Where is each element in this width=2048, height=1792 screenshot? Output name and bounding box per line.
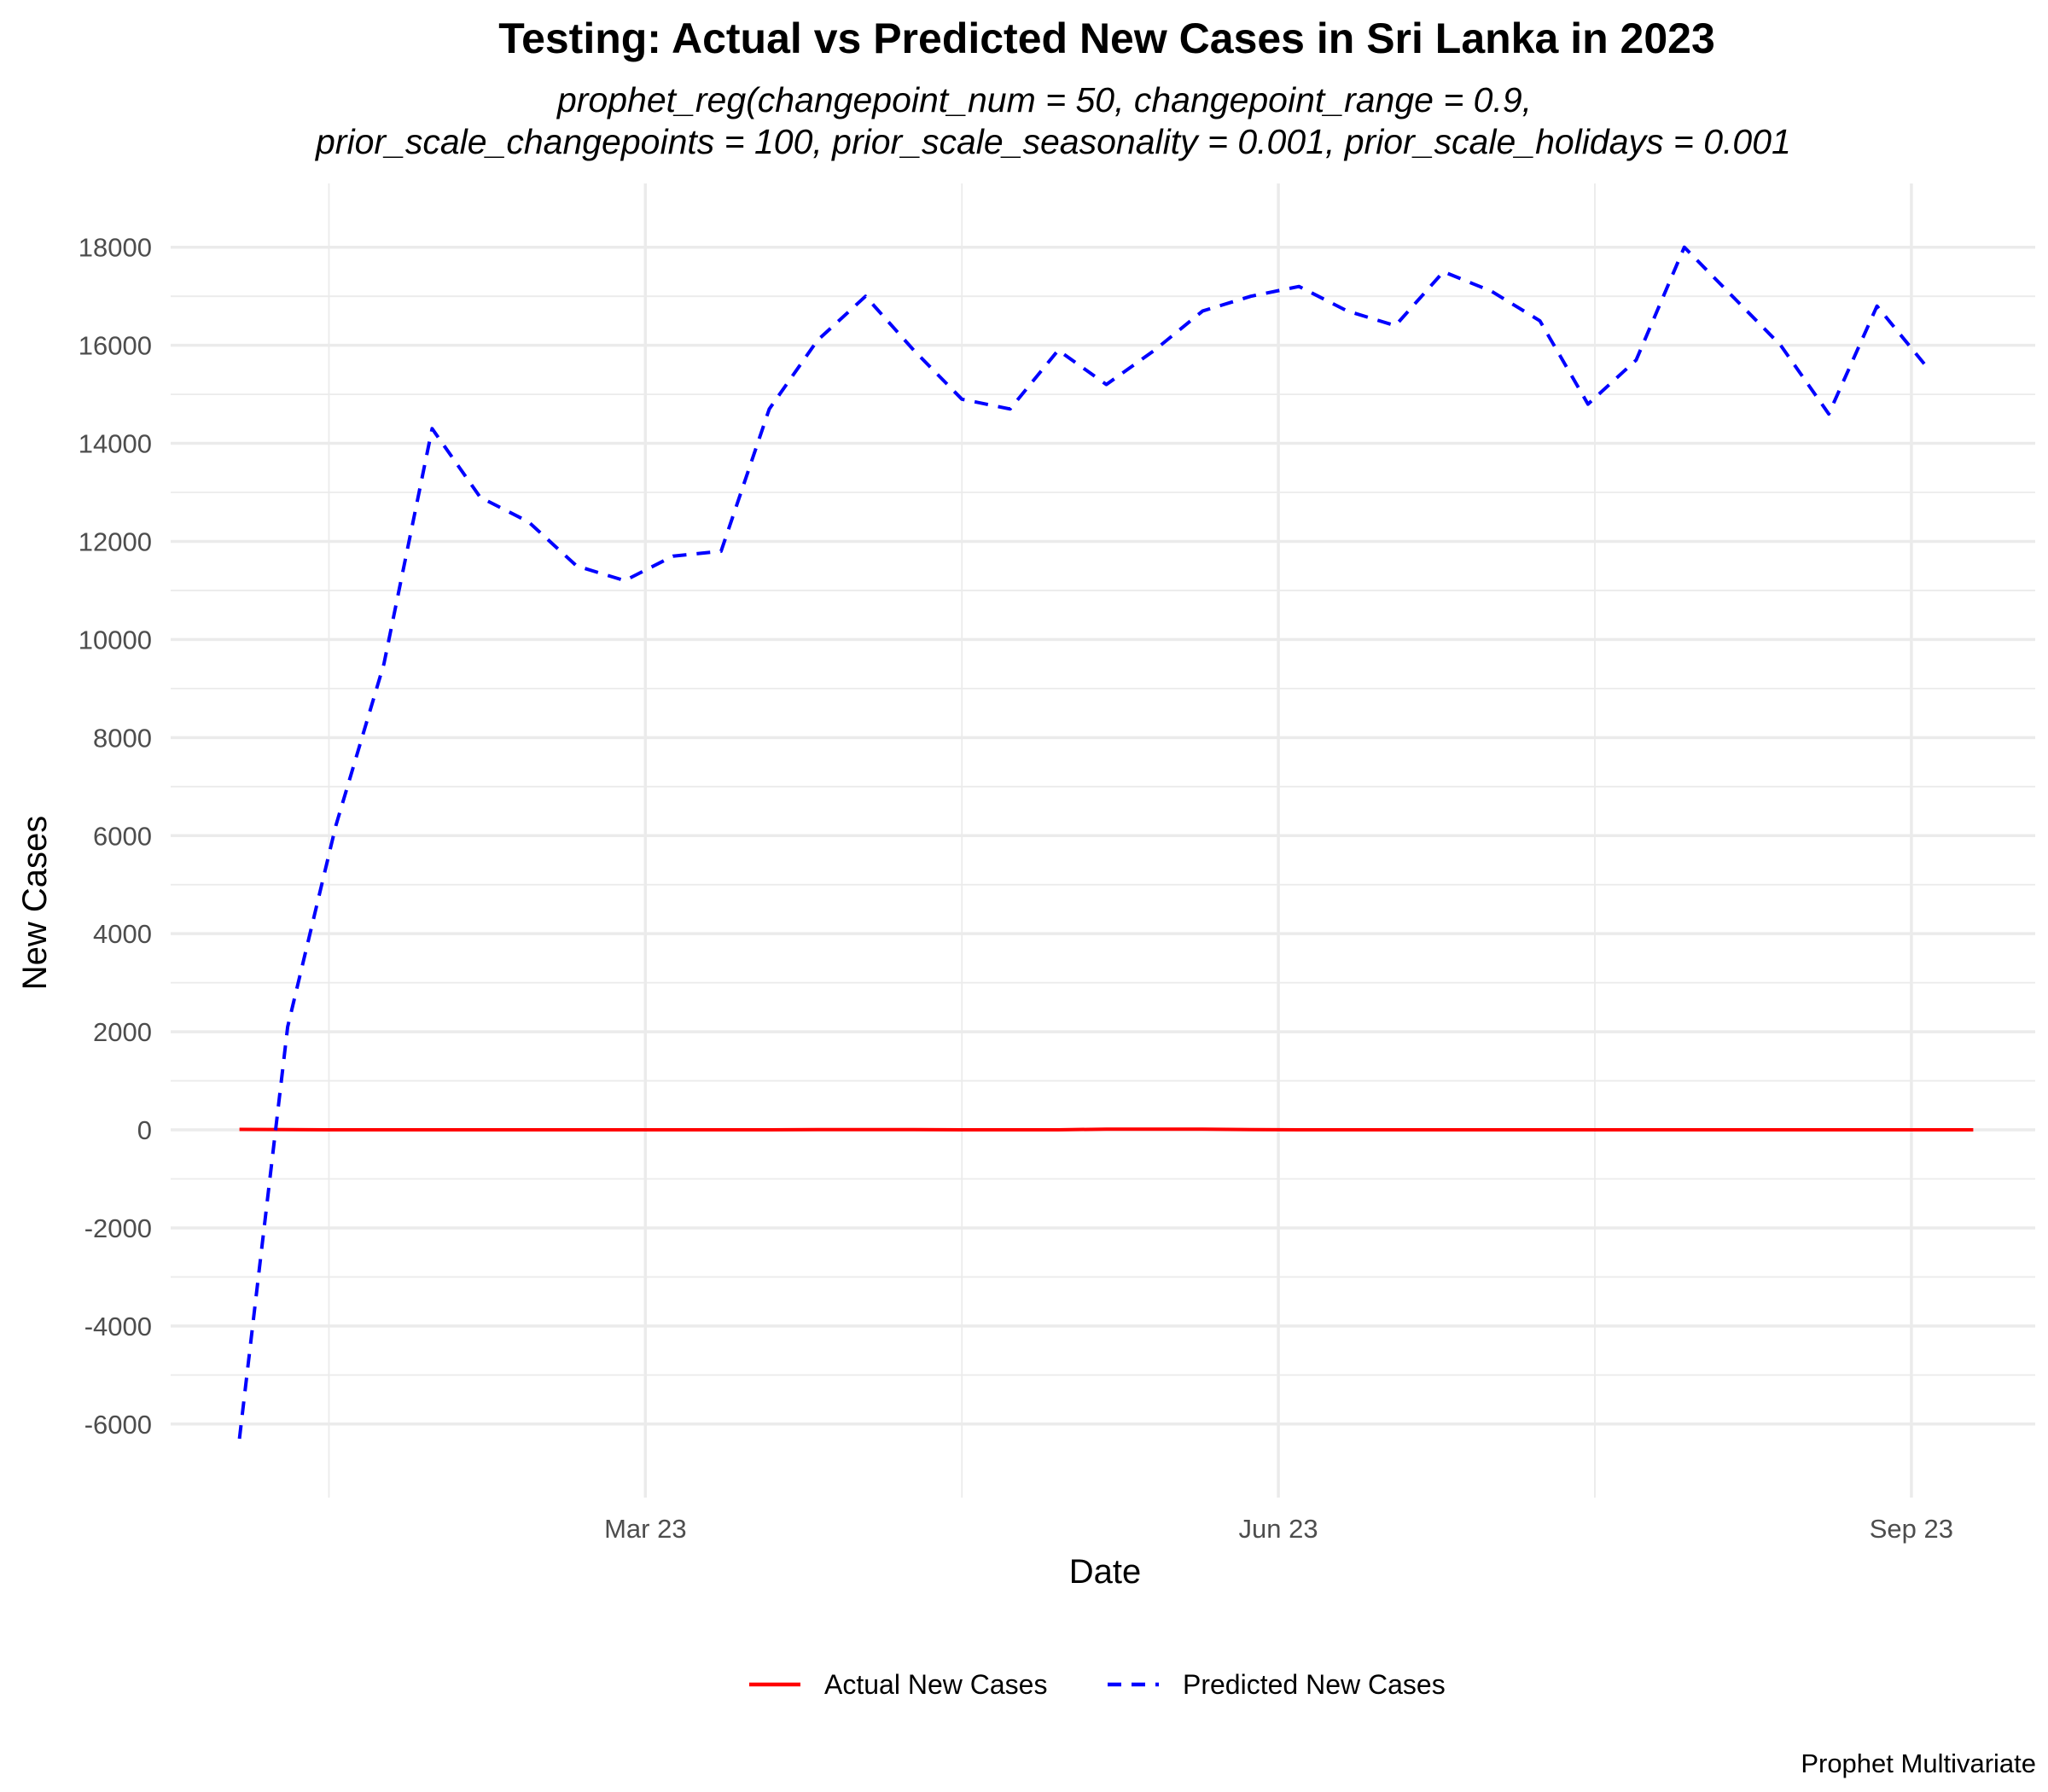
y-tick-label: -2000 [84,1213,152,1243]
y-tick-label: 10000 [79,625,152,655]
y-tick-label: 16000 [79,331,152,361]
chart-caption: Prophet Multivariate [1801,1748,2036,1778]
y-tick-label: 0 [137,1115,152,1145]
y-tick-label: -4000 [84,1312,152,1341]
y-tick-label: 12000 [79,527,152,556]
y-tick-label: 14000 [79,429,152,459]
x-tick-label: Jun 23 [1239,1514,1318,1544]
x-tick-label: Sep 23 [1870,1514,1953,1544]
x-axis-ticks: Mar 23 Jun 23 Sep 23 [604,1514,1953,1544]
legend-label-predicted: Predicted New Cases [1183,1669,1446,1700]
chart-subtitle-line-2: prior_scale_changepoints = 100, prior_sc… [314,122,1791,161]
legend-label-actual: Actual New Cases [824,1669,1047,1700]
y-tick-label: 4000 [93,919,152,949]
series-line-actual [239,1127,1974,1132]
y-tick-label: 18000 [79,233,152,263]
x-axis-title: Date [1069,1553,1142,1591]
y-tick-label: 8000 [93,723,152,753]
chart-subtitle-line-1: prophet_reg(changepoint_num = 50, change… [556,80,1532,119]
plot-grid [171,183,2035,1498]
y-axis-title: New Cases [16,816,54,991]
series-line-predicted [237,245,1927,1440]
y-tick-label: 6000 [93,821,152,851]
y-tick-label: 2000 [93,1017,152,1047]
legend: Actual New Cases Predicted New Cases [749,1669,1446,1700]
y-tick-label: -6000 [84,1410,152,1440]
series-layer [237,245,1974,1440]
chart-title: Testing: Actual vs Predicted New Cases i… [498,15,1715,62]
x-tick-label: Mar 23 [604,1514,686,1544]
y-axis-ticks: -6000 -4000 -2000 0 2000 4000 6000 8000 10000 120… [79,233,152,1440]
